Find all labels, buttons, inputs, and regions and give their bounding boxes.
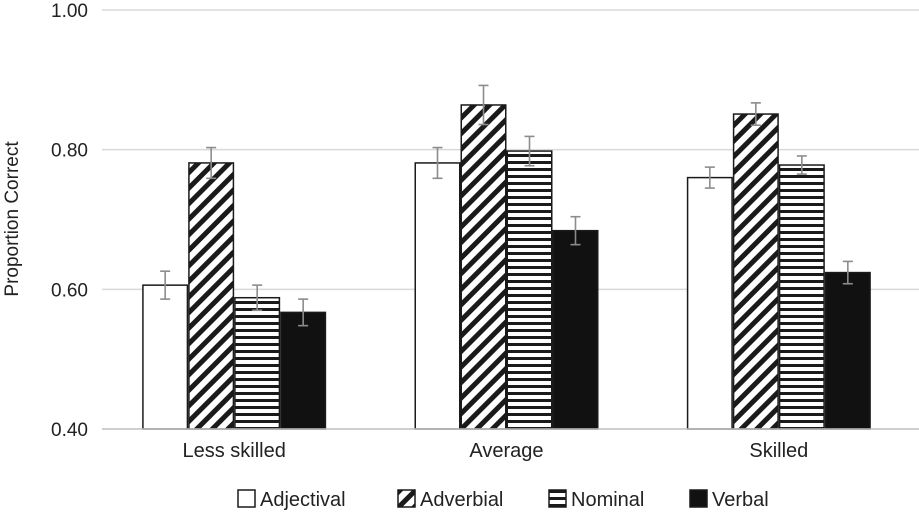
bar-verbal: [280, 311, 327, 430]
bar-adjectival: [142, 284, 189, 430]
bar-nominal: [234, 296, 281, 430]
bar-verbal: [824, 271, 871, 430]
bar-verbal: [552, 229, 599, 430]
y-tick-label: 0.40: [51, 420, 88, 441]
y-tick-labels: 0.40 0.60 0.80 1.00: [51, 1, 88, 441]
legend-swatch-adjectival: [237, 489, 256, 508]
y-tick-label: 0.80: [51, 141, 88, 162]
y-tick-label: 0.60: [51, 280, 88, 301]
bar-adverbial: [188, 162, 235, 430]
legend-label-nominal: Nominal: [571, 489, 644, 511]
x-category-label: Average: [469, 440, 543, 462]
legend-swatch-verbal: [689, 489, 708, 508]
legend-label-adverbial: Adverbial: [420, 489, 503, 511]
y-axis-title: Proportion Correct: [2, 141, 23, 297]
legend-label-adjectival: Adjectival: [260, 489, 346, 511]
legend-swatch-adverbial: [397, 489, 416, 508]
legend: Adjectival Adverbial Nominal Verbal: [237, 489, 769, 511]
bar-adjectival: [686, 176, 733, 430]
x-category-labels: Less skilled Average Skilled: [182, 440, 808, 462]
y-tick-label: 1.00: [51, 1, 88, 22]
bars: [142, 104, 871, 430]
bar-nominal: [506, 150, 553, 430]
x-category-label: Less skilled: [182, 440, 285, 462]
bar-adverbial: [460, 104, 507, 430]
bar-nominal: [778, 164, 825, 430]
legend-swatch-nominal: [548, 489, 567, 508]
error-bars: [160, 84, 853, 327]
legend-label-verbal: Verbal: [712, 489, 769, 511]
bar-adverbial: [732, 113, 779, 430]
x-category-label: Skilled: [749, 440, 808, 462]
bar-adjectival: [414, 162, 461, 430]
